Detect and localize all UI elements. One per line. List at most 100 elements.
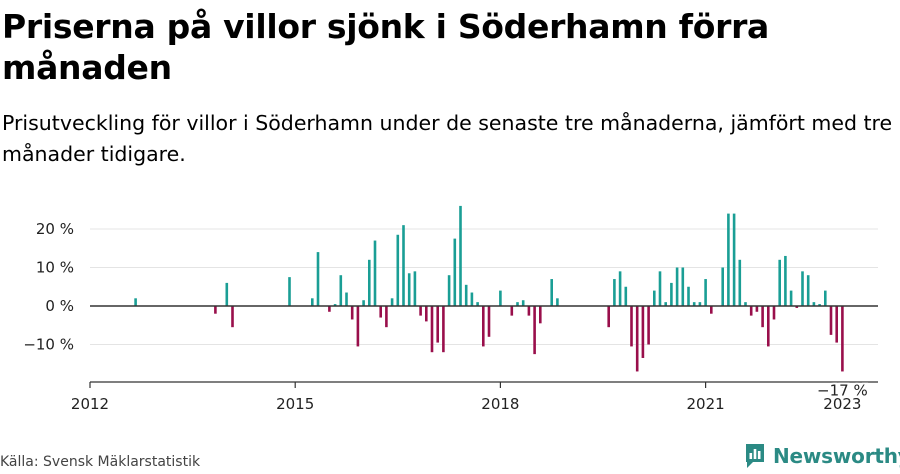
bar [362,300,365,306]
bar [225,282,229,306]
bar [789,290,793,306]
bar [425,306,428,322]
bar [670,282,673,306]
bar [316,252,320,306]
bar [328,306,331,312]
bar [350,306,354,320]
axes [89,305,878,388]
bar [607,306,610,328]
bar [658,271,662,306]
brand-name: Newsworthy [773,444,900,468]
bar [373,240,377,306]
bar [744,302,747,306]
bar [738,259,742,306]
bar [436,306,439,343]
bar [539,306,542,324]
bar [818,304,821,306]
x-tick-label: 2021 [687,395,725,413]
bar [681,267,685,306]
bar [630,306,633,347]
bar [784,255,787,306]
bar [755,306,759,312]
y-tick-label: 10 % [36,259,74,277]
x-tick-label: 2012 [71,395,109,413]
bar [368,259,371,306]
y-tick-label: −10 % [23,336,74,354]
bar [812,302,816,306]
bar [692,302,696,306]
bar-chart: −10 % 0 % 10 % 20 % 2012 2015 2018 2021 2023−17 … [23,205,878,413]
bar [749,306,753,316]
y-tick-label: 20 % [36,220,74,238]
bar [761,306,764,328]
bar [521,300,525,306]
bar [767,306,770,347]
bar [824,290,827,306]
bar [841,306,844,372]
bar [453,238,457,306]
bar [288,277,291,306]
bar [772,306,776,320]
bar [476,302,479,306]
bar [533,306,536,355]
bar [470,292,474,306]
bar [442,306,445,353]
bar [618,271,622,306]
bar [835,306,838,343]
bar [698,302,702,306]
bar [721,267,724,306]
bar [407,273,411,306]
bar [356,306,360,347]
bar [556,298,559,306]
bar [430,306,434,353]
bar [664,302,667,306]
bar [795,306,799,308]
bar [231,306,234,328]
bar [613,279,616,306]
bar [379,306,382,318]
bar [710,306,713,314]
bar [459,205,462,306]
bars [134,205,844,372]
chart-subtitle: Prisutveckling för villor i Söderhamn un… [2,111,893,166]
bar [687,286,690,306]
bar [641,306,645,358]
bar [311,298,314,306]
bar [732,213,736,306]
bar [653,290,656,306]
newsworthy-logo-icon [746,444,764,468]
bar [550,279,553,306]
bar [806,275,810,306]
bar [447,275,451,306]
bar [499,290,502,306]
tick-labels: −10 % 0 % 10 % 20 % 2012 2015 2018 2021 2023−17 … [23,220,869,413]
bar [675,267,679,306]
bar [390,298,394,306]
bar [413,271,417,306]
bar [385,306,388,328]
bar [635,306,639,372]
bar [624,286,628,306]
bar [134,298,137,306]
y-tick-label: 0 % [45,297,74,315]
brand-logo: Newsworthy [744,441,900,471]
bar [464,284,468,306]
bar [527,306,531,316]
bar [727,213,730,306]
bar [482,306,485,347]
bar [647,306,650,345]
bar [345,292,348,306]
bar [704,279,707,306]
bar [487,306,491,337]
bar [829,306,833,335]
bar [339,275,343,306]
chart-title: Priserna på villor sjönk i Söderhamn för… [2,7,770,87]
x-tick-label: 2015 [276,395,314,413]
bar [333,304,337,306]
bar [419,306,422,316]
bar [396,234,400,306]
bar [510,306,514,316]
bar [801,271,804,306]
bar [516,302,519,306]
x-tick-label: 2018 [481,395,519,413]
